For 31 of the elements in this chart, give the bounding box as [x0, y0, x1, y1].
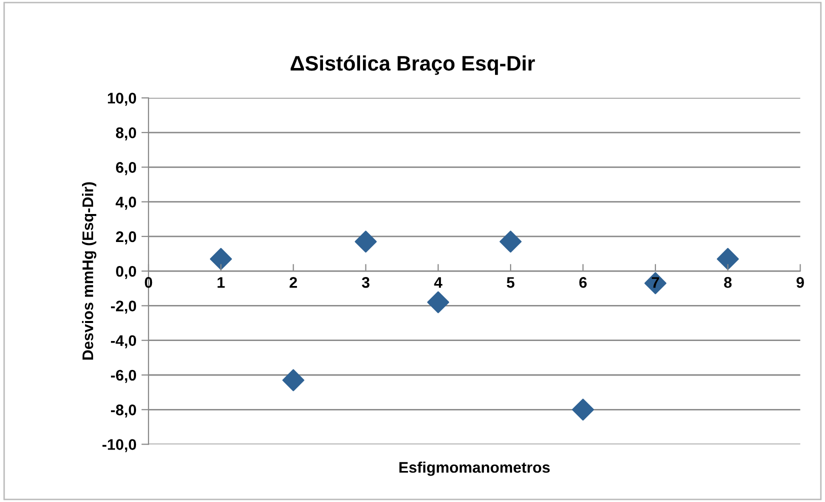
x-tick-label: 5 [506, 277, 514, 288]
y-tick-label: -6,0 [110, 370, 136, 383]
x-tick-label: 8 [724, 277, 732, 288]
x-tick-label: 3 [362, 277, 370, 288]
x-tick-label: 1 [218, 277, 225, 288]
x-tick-label: 6 [579, 277, 587, 288]
point [354, 230, 377, 253]
y-tick-label: -8,0 [110, 404, 136, 418]
point [210, 248, 232, 270]
y-tick-label: 8,0 [116, 127, 136, 140]
x-tick-label: 4 [434, 277, 442, 288]
point [427, 291, 450, 314]
point [500, 230, 522, 253]
point [282, 369, 304, 392]
point [572, 398, 594, 421]
y-tick-label: 4,0 [116, 196, 136, 210]
y-tick-label: -4,0 [110, 335, 136, 348]
y-tick-label: -2,0 [110, 300, 136, 314]
point [716, 248, 739, 270]
y-tick-label: 6,0 [116, 162, 136, 176]
y-axis-title: Desvios mmHg (Esq-Dir) [82, 182, 96, 360]
x-axis-title: Esfigmomanometros [399, 462, 550, 476]
y-tick-label: 0,0 [116, 266, 136, 279]
y-tick-label: 10,0 [108, 92, 136, 106]
x-tick-label: 0 [144, 277, 152, 288]
y-tick-label: 2,0 [116, 231, 136, 244]
x-tick-label: 7 [652, 277, 659, 288]
chart-title: ΔSistólica Braço Esq-Dir [290, 55, 535, 75]
x-tick-label: 2 [290, 277, 297, 288]
y-tick-label: -10,0 [102, 439, 136, 452]
x-tick-label: 9 [796, 277, 804, 288]
